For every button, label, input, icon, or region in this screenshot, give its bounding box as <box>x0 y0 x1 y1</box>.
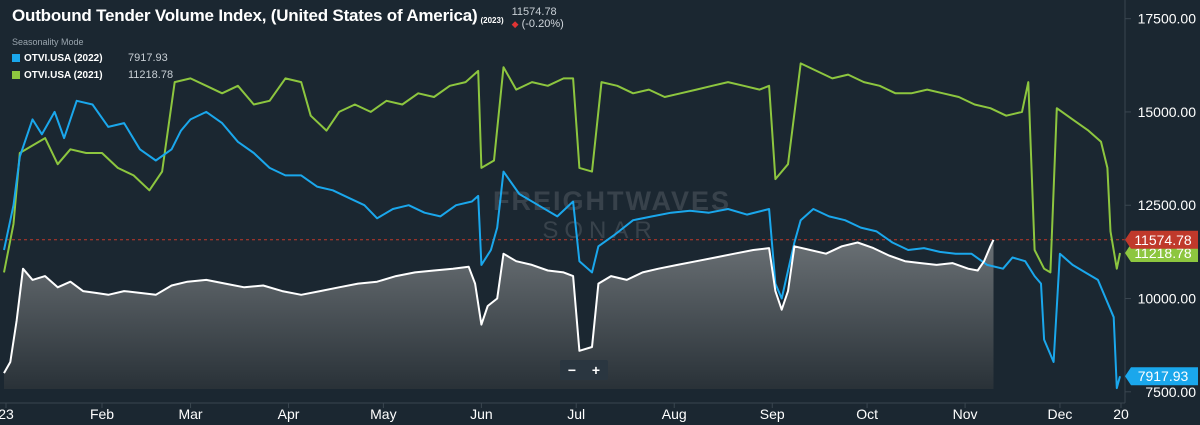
legend-swatch-2021 <box>12 71 20 79</box>
title-year-tag: (2023) <box>480 16 504 25</box>
zoom-controls: − + <box>560 360 608 380</box>
change-indicator: ◆ (-0.20%) <box>511 18 564 30</box>
y-axis: 17500.00 15000.00 12500.00 10000.00 7500.00 <box>1125 11 1196 400</box>
legend-value-2022: 7917.93 <box>128 52 168 64</box>
chart-title: Outbound Tender Volume Index, (United St… <box>12 6 478 25</box>
badge-2023-shape <box>1125 230 1198 249</box>
legend-value-2021: 11218.78 <box>128 69 174 81</box>
badge-2022-shape <box>1125 367 1198 386</box>
y-tick-label: 15000.00 <box>1138 104 1197 120</box>
badge-2022-label: 7917.93 <box>1138 368 1189 384</box>
x-tick-label: Jul <box>567 406 585 422</box>
series-line-2023 <box>3 239 995 374</box>
y-tick-label: 12500.00 <box>1138 197 1197 213</box>
y-tick-label: 7500.00 <box>1145 384 1196 400</box>
x-tick-label: Sep <box>760 406 785 422</box>
x-tick-label: May <box>370 406 396 422</box>
badge-2023-label: 11574.78 <box>1134 232 1192 248</box>
legend-item-2021[interactable]: OTVI.USA (2021) 11218.78 <box>12 69 564 81</box>
area-layer <box>4 239 994 389</box>
x-tick-label: Feb <box>90 406 114 422</box>
y-tick-label: 10000.00 <box>1138 291 1197 307</box>
x-tick-label: Jun <box>470 406 493 422</box>
x-axis: 23 Feb Mar Apr May Jun Jul Aug Sep Oct Nov Dec 20 <box>0 403 1129 422</box>
change-value: -0.20% <box>525 18 561 30</box>
series-area-2023 <box>4 239 994 389</box>
badge-2022: 7917.93 <box>1125 367 1198 386</box>
legend-item-2022[interactable]: OTVI.USA (2022) 7917.93 <box>12 52 564 64</box>
badge-2021-label: 11218.78 <box>1134 245 1192 261</box>
legend-name-2021: OTVI.USA (2021) <box>24 69 103 81</box>
x-tick-label: Mar <box>178 406 202 422</box>
x-tick-label: 20 <box>1113 406 1129 422</box>
series-line-2022 <box>3 99 1121 390</box>
x-tick-label: Apr <box>278 406 300 422</box>
y-tick-label: 17500.00 <box>1138 11 1197 27</box>
x-tick-label: Oct <box>856 406 878 422</box>
current-value: 11574.78 <box>511 6 557 18</box>
x-tick-label: 23 <box>0 406 14 422</box>
series-line-2021 <box>3 62 1121 274</box>
zoom-out-button[interactable]: − <box>567 362 577 378</box>
chart-header: Outbound Tender Volume Index, (United St… <box>12 6 564 81</box>
lines-layer <box>3 62 1121 390</box>
x-tick-label: Dec <box>1047 406 1072 422</box>
zoom-in-button[interactable]: + <box>591 362 601 378</box>
badge-2023: 11574.78 <box>1125 230 1198 249</box>
down-arrow-icon: ◆ <box>511 19 519 29</box>
legend-name-2022: OTVI.USA (2022) <box>24 52 103 64</box>
x-tick-label: Nov <box>953 406 978 422</box>
x-tick-label: Aug <box>662 406 687 422</box>
seasonality-mode-label: Seasonality Mode <box>12 37 84 47</box>
legend-swatch-2022 <box>12 54 20 62</box>
title-values: 11574.78 ◆ (-0.20%) <box>512 6 564 30</box>
